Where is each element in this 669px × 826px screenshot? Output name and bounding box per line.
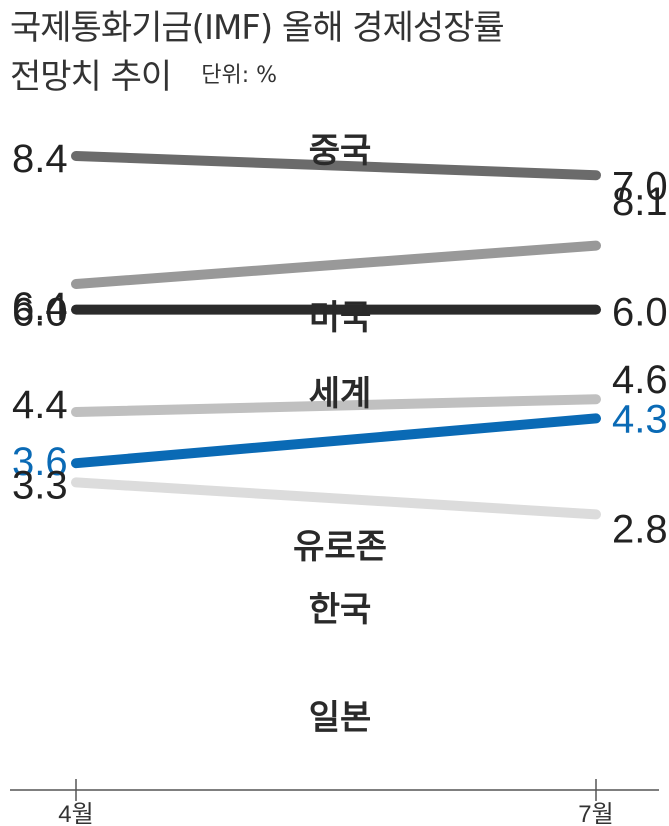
series-name-label: 유로존 <box>293 527 387 567</box>
value-label-end: 7.0 <box>612 165 668 209</box>
series-name-label: 세계 <box>309 374 372 414</box>
series-name-label: 중국 <box>309 131 372 171</box>
series-name-label: 미국 <box>309 298 372 338</box>
unit-label: 단위: % <box>201 63 278 88</box>
series-line-중국 <box>71 151 601 181</box>
series-line-한국 <box>71 413 601 469</box>
value-label-end: 4.6 <box>612 358 668 402</box>
title-line-2-text: 전망치 추이 <box>10 57 172 97</box>
value-label-start: 8.4 <box>12 137 68 181</box>
chart-title: 국제통화기금(IMF) 올해 경제성장률 전망치 추이 단위: % <box>10 4 505 101</box>
series-line-일본 <box>71 477 601 520</box>
x-axis: 4월 7월 <box>10 779 659 826</box>
value-label-end: 8.1 <box>612 180 668 224</box>
value-label-start: 4.4 <box>12 383 68 427</box>
value-label-end: 4.3 <box>612 397 668 441</box>
series-line-미국 <box>71 240 601 289</box>
series-lines <box>71 151 601 520</box>
series-name-label: 한국 <box>309 590 372 630</box>
value-label-start: 6.0 <box>12 291 68 335</box>
value-label-end: 2.8 <box>612 507 668 551</box>
x-tick-label: 7월 <box>578 801 613 826</box>
value-labels: 중국 8.4 8.1 미국 6.4 7.0 세계 6.0 6.0 유로존 4.4 4.6 한국 3.6 4.… <box>12 131 668 738</box>
series-line-유로존 <box>71 394 601 417</box>
value-label-start: 3.6 <box>12 440 68 484</box>
x-tick-label: 4월 <box>58 801 93 826</box>
value-label-start: 6.4 <box>12 285 68 329</box>
value-label-end: 6.0 <box>612 291 668 335</box>
title-line-1: 국제통화기금(IMF) 올해 경제성장률 <box>10 8 505 48</box>
title-line-2: 전망치 추이 단위: % <box>10 52 504 101</box>
value-label-start: 3.3 <box>12 463 68 507</box>
series-name-label: 일본 <box>309 698 372 738</box>
